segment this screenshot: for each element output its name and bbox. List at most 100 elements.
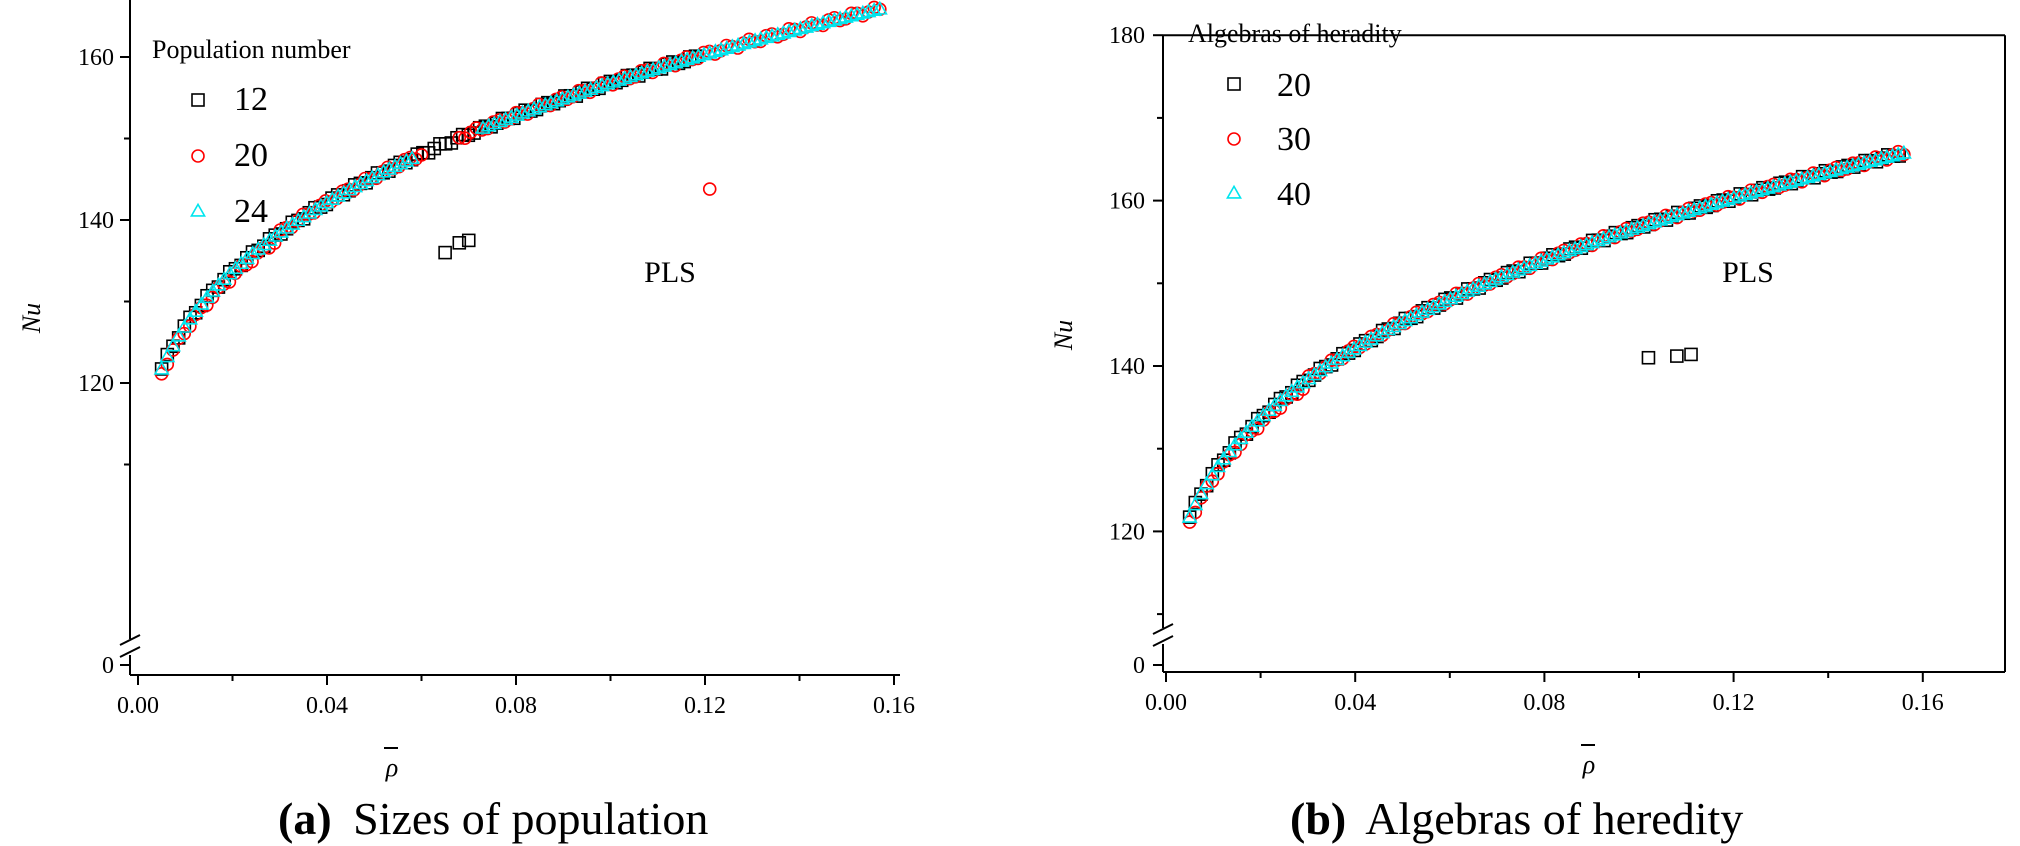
panel-b-point-40-347 (1714, 192, 1731, 207)
panel-b-xtick-label-0: 0.00 (1145, 690, 1187, 716)
panel-b-point-40-283 (1351, 337, 1368, 352)
panel-b-point-40-253 (1181, 508, 1198, 523)
panel-b-point-40-372 (1856, 154, 1873, 169)
panel-a-point-24-251 (347, 178, 364, 193)
panel-b-point-40-316 (1538, 250, 1555, 265)
panel-b-xtick-label-4: 0.16 (1902, 690, 1944, 716)
panel-b-point-40-294 (1414, 303, 1431, 318)
panel-b-point-40-366 (1822, 163, 1839, 178)
panel-b-caption: (b) Algebras of heredity (1290, 793, 1743, 844)
panel-b-xlabel: ρ (1582, 750, 1595, 779)
panel-a-point-24-292 (645, 61, 662, 76)
panel-b-xtick-label-3: 0.12 (1713, 690, 1755, 716)
panel-a-point-24-278 (565, 86, 582, 101)
panel-a-point-24-300 (690, 47, 707, 62)
panel-b-point-40-365 (1816, 164, 1833, 179)
panel-b-point-40-329 (1612, 224, 1629, 239)
panel-b-annotation: PLS (1722, 256, 1774, 289)
panel-b-ytick-label-1: 120 (1109, 519, 1145, 545)
panel-b-point-40-310 (1504, 263, 1521, 278)
panel-a-point-24-277 (559, 88, 576, 103)
panel-a-point-24-286 (611, 71, 627, 86)
panel-a-point-24-326 (837, 8, 854, 23)
panel-a-point-24-325 (832, 10, 849, 25)
panel-a-point-24-314 (769, 26, 786, 41)
panel-a-point-24-317 (786, 21, 803, 36)
panel-b-point-40-286 (1368, 327, 1385, 342)
panel-a-legend-marker-2 (190, 202, 206, 217)
panel-b-point-40-300 (1448, 287, 1465, 302)
panel-a-point-24-252 (352, 175, 369, 190)
panel-b-point-40-277 (1317, 358, 1334, 373)
panel-a-xtick-label-3: 0.12 (684, 693, 726, 719)
panel-a-point-24-243 (301, 204, 318, 219)
panel-b-caption-text: Algebras of heredity (1365, 793, 1743, 844)
panel-a-legend-marker-1 (191, 149, 205, 163)
panel-b-point-40-340 (1674, 204, 1691, 219)
panel-a-point-24-328 (849, 6, 866, 21)
panel-b-point-40-314 (1527, 255, 1544, 270)
panel-b-point-40-309 (1499, 266, 1516, 281)
panel-b-point-40-315 (1533, 252, 1550, 267)
panel-b-point-40-313 (1521, 257, 1538, 272)
panel-b-point-40-275 (1306, 366, 1323, 381)
panel-b-point-40-276 (1312, 362, 1329, 377)
panel-a-point-24-281 (582, 81, 599, 96)
panel-b-point-40-345 (1703, 196, 1720, 211)
panel-b-xtick-label-2: 0.08 (1523, 690, 1565, 716)
panel-a-xtick-label-2: 0.08 (495, 693, 537, 719)
panel-a-xtick-label-1: 0.04 (306, 693, 348, 719)
panel-b-point-40-318 (1550, 246, 1567, 261)
panel-a-point-24-311 (752, 30, 769, 45)
panel-a-point-24-218 (159, 348, 176, 363)
panel-b-point-40-344 (1697, 197, 1714, 212)
panel-b-outlier-point-2 (1684, 347, 1698, 362)
panel-a-point-24-231 (233, 255, 250, 270)
panel-b-point-40-332 (1629, 219, 1646, 234)
panel-b-point-40-307 (1487, 270, 1504, 285)
panel-b-point-40-295 (1419, 301, 1436, 316)
panel-b-point-40-279 (1329, 351, 1346, 366)
panel-b-point-40-282 (1346, 340, 1363, 355)
panel-a-point-24-217 (153, 360, 170, 375)
panel-b-point-40-379 (1895, 144, 1912, 159)
panel-b-point-40-326 (1595, 230, 1612, 245)
panel-a-point-24-222 (182, 310, 199, 325)
panel-a-point-24-303 (707, 43, 724, 58)
panel-b-point-40-376 (1878, 148, 1895, 163)
svg-text:(a) Sizes of populatio: (a) Sizes of population (278, 793, 708, 844)
panel-a-point-24-267 (503, 108, 520, 123)
panel-b-point-40-291 (1397, 312, 1414, 327)
panel-a-point-24-318 (792, 20, 809, 35)
panel-b-point-40-331 (1623, 220, 1640, 235)
panel-a-point-24-310 (747, 32, 764, 47)
panel-b-point-40-308 (1493, 268, 1510, 283)
panel-a-point-20-141 (414, 148, 429, 162)
panel-b-point-40-363 (1805, 167, 1822, 182)
panel-a-point-24-263 (480, 117, 497, 132)
panel-b-point-40-319 (1555, 244, 1572, 259)
panel-a-point-24-327 (843, 7, 860, 22)
panel-a-point-24-221 (176, 318, 193, 333)
panel-b-point-40-359 (1782, 173, 1799, 188)
panel-a-point-24-273 (537, 96, 554, 111)
panel-a-point-24-253 (358, 172, 375, 187)
panel-b-point-40-346 (1708, 194, 1725, 209)
panel-a-point-24-331 (866, 2, 883, 17)
panel-a-point-24-248 (330, 187, 347, 202)
panel-a-point-24-244 (307, 201, 324, 216)
panel-b-point-40-274 (1300, 370, 1317, 385)
panel-b-point-40-303 (1465, 280, 1482, 295)
panel-b-point-40-337 (1657, 210, 1674, 224)
panel-a-ytick-label-2: 140 (78, 208, 114, 234)
panel-b-legend-label-0: 20 (1277, 67, 1311, 104)
panel-a-caption: (a) Sizes of population (278, 793, 708, 844)
panel-a-marks (153, 0, 888, 381)
panel-b-point-40-325 (1589, 232, 1606, 247)
panel-a-point-24-306 (724, 38, 741, 53)
panel-a-point-24-234 (250, 240, 267, 255)
panel-b-ylabel: Nu (1049, 320, 1078, 351)
panel-a-legend-title: Population number (152, 35, 351, 64)
